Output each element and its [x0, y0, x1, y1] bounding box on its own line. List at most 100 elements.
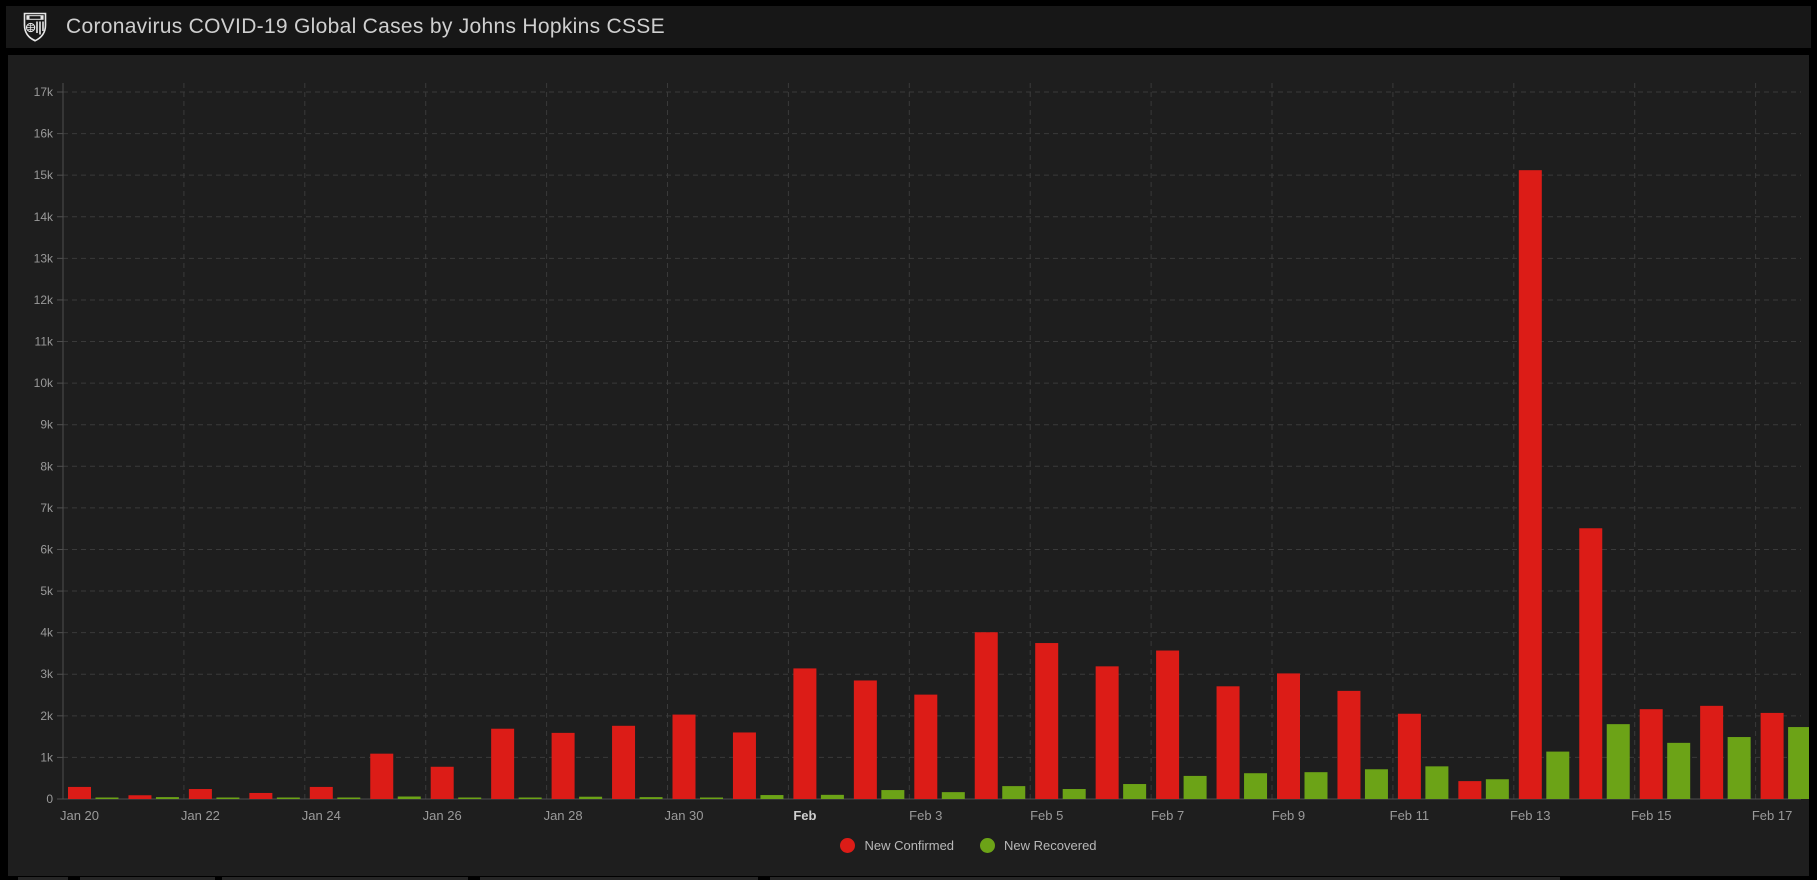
y-tick-label: 12k — [34, 293, 54, 307]
y-tick-label: 3k — [40, 667, 54, 681]
x-tick-label: Feb 13 — [1510, 808, 1550, 823]
bar-new-confirmed-jan-28[interactable] — [551, 732, 575, 799]
bar-new-confirmed-feb-7[interactable] — [1156, 650, 1180, 799]
page-title: Coronavirus COVID-19 Global Cases by Joh… — [66, 15, 665, 38]
y-tick-label: 8k — [40, 459, 54, 473]
bar-new-confirmed-feb-6[interactable] — [1095, 666, 1119, 799]
y-tick-label: 5k — [40, 584, 54, 598]
bar-new-recovered-feb-3[interactable] — [941, 792, 965, 799]
bar-new-recovered-feb-9[interactable] — [1304, 772, 1328, 799]
x-tick-label: Feb 7 — [1151, 808, 1184, 823]
bar-new-recovered-jan-28[interactable] — [579, 796, 603, 799]
bar-new-recovered-feb-5[interactable] — [1062, 789, 1086, 799]
bar-new-confirmed-feb-13[interactable] — [1518, 170, 1542, 799]
bar-new-recovered-feb-1[interactable] — [820, 794, 844, 799]
bar-new-recovered-feb-11[interactable] — [1425, 766, 1449, 799]
bar-new-recovered-jan-26[interactable] — [458, 797, 482, 800]
bar-new-confirmed-jan-31[interactable] — [732, 732, 756, 799]
bar-new-recovered-feb-17[interactable] — [1788, 727, 1809, 799]
bar-new-confirmed-feb-9[interactable] — [1277, 673, 1300, 799]
y-tick-label: 13k — [34, 251, 54, 265]
y-tick-label: 14k — [34, 210, 54, 224]
bar-new-recovered-feb-12[interactable] — [1485, 779, 1509, 799]
bar-new-confirmed-feb-14[interactable] — [1579, 528, 1603, 799]
x-tick-label: Feb 9 — [1272, 808, 1305, 823]
legend-label: New Confirmed — [864, 838, 955, 853]
app-header: Coronavirus COVID-19 Global Cases by Joh… — [6, 6, 1811, 48]
bar-new-recovered-feb-4[interactable] — [1002, 786, 1026, 799]
x-tick-label: Feb 17 — [1752, 808, 1792, 823]
bar-new-confirmed-jan-25[interactable] — [370, 753, 394, 799]
bar-new-recovered-jan-24[interactable] — [337, 797, 361, 800]
x-tick-label: Feb 3 — [909, 808, 942, 823]
y-tick-label: 6k — [40, 542, 54, 556]
chart-legend: New Confirmed New Recovered — [68, 838, 1817, 853]
bar-new-recovered-feb-10[interactable] — [1364, 769, 1388, 799]
x-tick-label: Jan 30 — [664, 808, 703, 823]
bar-new-confirmed-feb-11[interactable] — [1397, 713, 1421, 799]
bar-new-confirmed-jan-27[interactable] — [491, 728, 515, 799]
bar-new-confirmed-feb-17[interactable] — [1760, 712, 1784, 799]
bar-new-recovered-feb-6[interactable] — [1123, 784, 1147, 799]
y-tick-label: 4k — [40, 626, 54, 640]
legend-item-new-confirmed[interactable]: New Confirmed — [840, 838, 954, 853]
bar-new-recovered-feb-16[interactable] — [1727, 737, 1751, 799]
x-tick-label: Jan 22 — [181, 808, 220, 823]
bar-new-confirmed-feb-3[interactable] — [914, 694, 938, 799]
bar-new-recovered-jan-21[interactable] — [155, 797, 179, 799]
x-tick-label: Jan 26 — [423, 808, 462, 823]
bar-new-confirmed-feb-15[interactable] — [1639, 709, 1663, 799]
y-tick-label: 11k — [35, 335, 54, 349]
bar-new-confirmed-jan-21[interactable] — [128, 795, 152, 799]
bar-new-recovered-jan-27[interactable] — [518, 797, 542, 800]
bar-new-recovered-jan-29[interactable] — [639, 797, 663, 799]
bar-new-confirmed-feb-5[interactable] — [1035, 643, 1059, 799]
bar-new-confirmed-jan-24[interactable] — [309, 786, 333, 799]
y-tick-label: 10k — [34, 376, 54, 390]
bar-new-recovered-jan-22[interactable] — [216, 797, 240, 800]
bar-new-confirmed-jan-30[interactable] — [672, 714, 696, 799]
johns-hopkins-shield-icon — [22, 11, 48, 43]
y-tick-label: 7k — [40, 501, 54, 515]
bar-new-recovered-feb-2[interactable] — [881, 790, 905, 799]
x-tick-label: Feb — [793, 808, 816, 823]
bar-new-recovered-jan-23[interactable] — [276, 797, 300, 800]
bar-new-confirmed-feb-1[interactable] — [793, 668, 817, 799]
legend-label: New Recovered — [1004, 838, 1097, 853]
bar-new-confirmed-feb-16[interactable] — [1700, 705, 1724, 799]
bar-new-confirmed-jan-23[interactable] — [249, 792, 273, 799]
bar-new-confirmed-jan-22[interactable] — [188, 789, 212, 799]
bar-new-recovered-feb-15[interactable] — [1667, 742, 1691, 799]
bar-new-recovered-jan-30[interactable] — [700, 797, 723, 800]
y-tick-label: 9k — [40, 418, 54, 432]
bar-new-confirmed-feb-4[interactable] — [974, 632, 998, 799]
y-tick-label: 1k — [40, 750, 54, 764]
bottom-panels-edge — [0, 876, 1817, 880]
y-tick-label: 0 — [46, 792, 53, 806]
bar-new-recovered-jan-20[interactable] — [95, 797, 119, 800]
bar-new-confirmed-jan-26[interactable] — [430, 766, 454, 799]
bar-new-recovered-feb-7[interactable] — [1183, 775, 1207, 799]
y-tick-label: 2k — [40, 709, 54, 723]
bar-new-confirmed-feb-10[interactable] — [1337, 690, 1361, 799]
x-tick-label: Feb 15 — [1631, 808, 1671, 823]
bar-new-confirmed-jan-20[interactable] — [68, 786, 91, 799]
bar-new-confirmed-feb-8[interactable] — [1216, 686, 1240, 799]
bar-new-recovered-jan-25[interactable] — [397, 796, 421, 799]
legend-item-new-recovered[interactable]: New Recovered — [980, 838, 1097, 853]
x-tick-label: Feb 5 — [1030, 808, 1063, 823]
x-tick-label: Jan 20 — [60, 808, 99, 823]
x-tick-label: Feb 11 — [1390, 808, 1430, 823]
y-tick-label: 17k — [34, 85, 54, 99]
bar-new-confirmed-feb-12[interactable] — [1458, 781, 1482, 799]
bar-new-recovered-feb-8[interactable] — [1244, 773, 1268, 799]
bar-new-recovered-feb-14[interactable] — [1606, 724, 1630, 799]
recovered-dot-icon — [980, 838, 996, 853]
y-tick-label: 16k — [34, 127, 54, 141]
x-tick-label: Jan 28 — [544, 808, 583, 823]
bar-new-confirmed-jan-29[interactable] — [612, 725, 636, 799]
bar-new-recovered-feb-13[interactable] — [1546, 751, 1570, 799]
bar-new-confirmed-feb-2[interactable] — [853, 680, 877, 799]
bar-new-recovered-jan-31[interactable] — [760, 795, 784, 799]
